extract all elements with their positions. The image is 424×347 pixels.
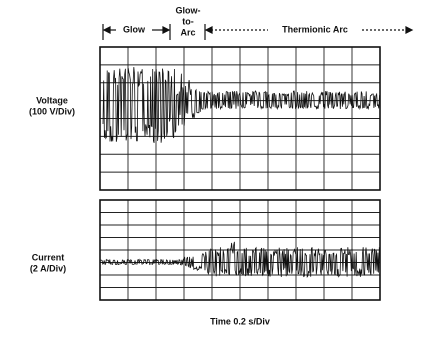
phase-label: to- bbox=[182, 16, 194, 26]
panel-label: Voltage bbox=[36, 95, 68, 105]
arrow-head bbox=[406, 27, 412, 33]
phase-label: Thermionic Arc bbox=[282, 24, 348, 34]
arrow-head bbox=[104, 27, 110, 33]
arrow-head bbox=[163, 27, 169, 33]
voltage-trace bbox=[103, 67, 380, 143]
phase-label: Arc bbox=[180, 27, 195, 37]
phase-markers bbox=[103, 24, 412, 40]
x-axis-label: Time 0.2 s/Div bbox=[210, 316, 270, 326]
phase-label: Glow- bbox=[176, 5, 201, 15]
arrow-head bbox=[206, 27, 212, 33]
panel-label: Current bbox=[32, 252, 65, 262]
panel-scale: (2 A/Div) bbox=[30, 263, 66, 273]
panel-scale: (100 V/Div) bbox=[29, 106, 75, 116]
voltage-grid bbox=[100, 47, 380, 190]
current-grid bbox=[100, 200, 380, 300]
figure: Glow Glow- to- Arc Thermionic Arc Voltag… bbox=[0, 0, 424, 347]
phase-label: Glow bbox=[123, 24, 146, 34]
